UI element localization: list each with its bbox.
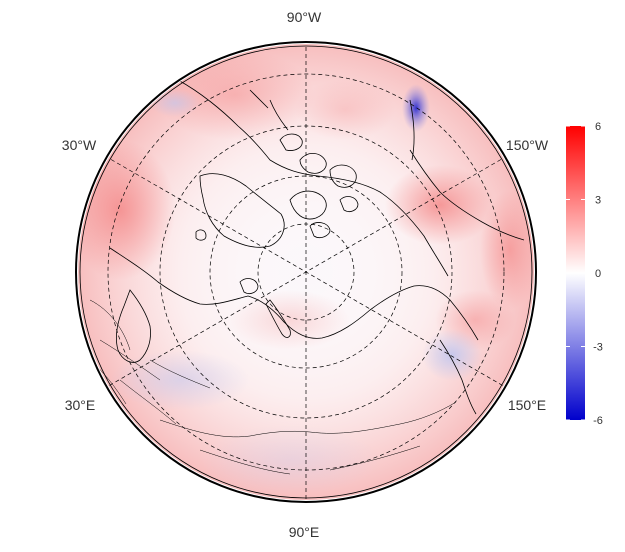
scandinavia-coast [116,289,151,363]
lon-label-lower-right: 150°E [508,397,546,413]
alaska-coast [409,99,525,241]
lon-label-lower-left: 30°E [65,397,96,413]
meridian-150 [104,155,508,389]
eurasia-coast [109,247,479,341]
lon-label-upper-right: 150°W [506,137,549,153]
svalbard-coast [195,229,259,294]
lon-label-bottom: 90°E [289,524,320,540]
colorbar-tick-label: 6 [595,121,601,133]
graticule [104,44,508,500]
map-border-inner [79,45,533,499]
colorbar-tick-label: 0 [595,268,601,280]
colorbar-tick-label: -6 [593,415,603,427]
kamchatka-coast [439,339,477,415]
colorbar-tick-label: -3 [593,342,603,354]
coastlines [109,79,525,415]
colorbar-ticks [566,125,585,421]
colorbar-gradient [566,126,585,420]
country-borders [89,299,457,475]
lon-label-top: 90°W [287,9,322,25]
colorbar: 6 3 0 -3 -6 [566,121,603,427]
colorbar-tick-label: 3 [595,195,601,207]
greenland-coast [199,173,285,248]
anomaly-field [78,44,534,500]
novaya-zemlya-coast [265,299,291,338]
canadian-archipelago-coast [279,133,359,238]
map-border [75,41,537,503]
lon-label-upper-left: 30°W [62,137,97,153]
